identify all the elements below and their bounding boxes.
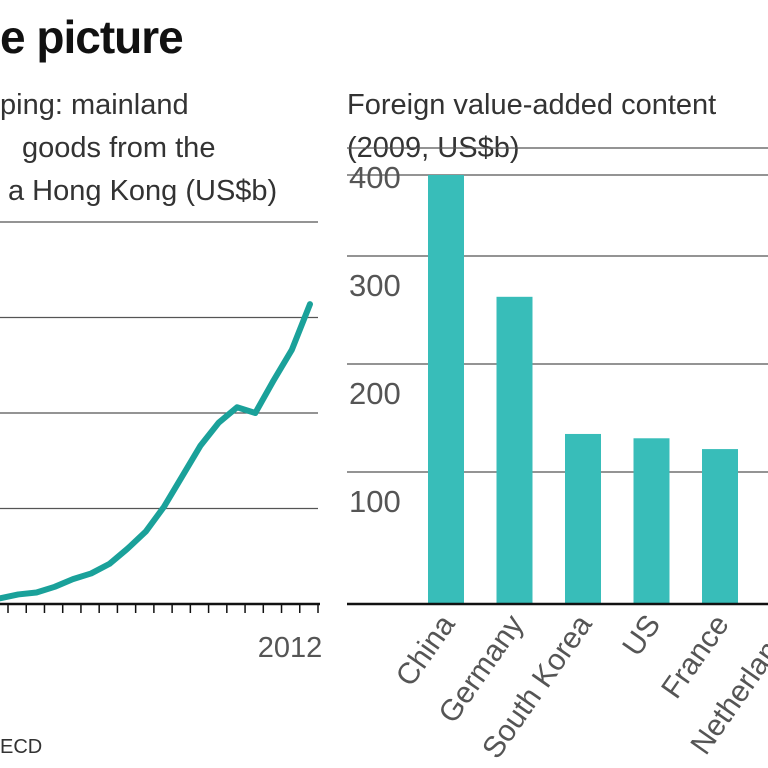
right-y-tick-label-1: 200: [349, 376, 401, 411]
bar-south-korea: [565, 433, 601, 604]
right-y-tick-label-3: 400: [349, 160, 401, 195]
right-y-tick-label-2: 300: [349, 268, 401, 303]
left-chart-subtitle: ping: mainland goods from the a Hong Kon…: [0, 84, 277, 213]
category-label-china: China: [390, 609, 462, 692]
right-y-tick-label-0: 100: [349, 484, 401, 519]
bar-france: [702, 449, 738, 604]
headline: e picture: [0, 11, 184, 63]
bar-germany: [496, 296, 533, 604]
left-subtitle-line-3: a Hong Kong (US$b): [8, 175, 278, 207]
bar-us: [633, 438, 670, 604]
bar-china: [428, 175, 464, 604]
left-x-end-label: 2012: [258, 632, 323, 664]
left-subtitle-line-1: ping: mainland: [0, 89, 189, 121]
category-label-us: US: [616, 609, 667, 662]
left-subtitle-line-2: goods from the: [22, 132, 216, 164]
left-series-line: [0, 301, 313, 602]
right-subtitle-line-1: Foreign value-added content: [347, 89, 717, 121]
source-note: ECD: [0, 736, 43, 758]
